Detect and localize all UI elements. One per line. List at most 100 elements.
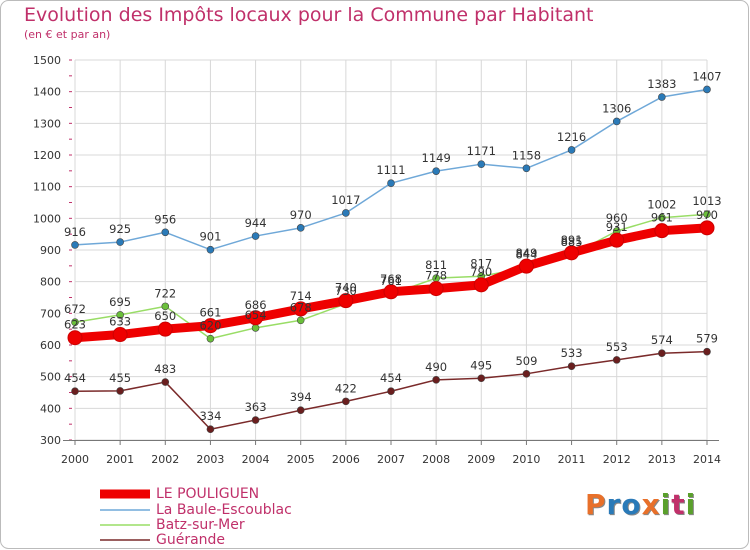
data-label-la-baule-escoublac: 1149 <box>422 151 451 165</box>
data-point-la-baule-escoublac <box>342 209 350 217</box>
data-label-batz-sur-mer: 885 <box>561 235 583 249</box>
data-label-gu-rande: 579 <box>696 332 718 346</box>
data-label-le-pouliguen: 970 <box>696 208 718 222</box>
data-point-gu-rande <box>161 378 170 386</box>
data-point-le-pouliguen <box>654 223 670 239</box>
data-label-batz-sur-mer: 678 <box>290 300 312 314</box>
y-tick-label: 1000 <box>33 212 61 225</box>
data-point-gu-rande <box>71 387 79 396</box>
data-label-gu-rande: 455 <box>109 371 131 385</box>
x-tick-label: 2010 <box>512 453 540 466</box>
data-point-gu-rande <box>522 370 531 378</box>
logo-letter: i <box>685 488 697 521</box>
data-label-batz-sur-mer: 695 <box>109 295 131 309</box>
y-tick-label: 300 <box>40 434 61 447</box>
data-point-le-pouliguen <box>293 301 309 317</box>
data-point-batz-sur-mer <box>71 318 79 327</box>
x-tick-label: 2000 <box>61 453 89 466</box>
data-point-la-baule-escoublac <box>567 146 576 154</box>
data-point-le-pouliguen <box>248 310 264 326</box>
data-point-la-baule-escoublac <box>477 160 486 168</box>
data-point-la-baule-escoublac <box>658 93 666 101</box>
data-label-le-pouliguen: 849 <box>515 246 537 260</box>
grid-lines <box>74 59 708 441</box>
y-tick-label: 1100 <box>33 181 61 194</box>
y-tick-label: 1300 <box>33 117 61 130</box>
data-label-batz-sur-mer: 654 <box>245 308 267 322</box>
x-tick-label: 2004 <box>242 453 270 466</box>
data-label-le-pouliguen: 633 <box>109 315 131 329</box>
data-label-gu-rande: 490 <box>425 360 447 374</box>
data-label-batz-sur-mer: 761 <box>380 274 402 288</box>
legend-swatch-guerande <box>100 539 150 541</box>
legend-label-le-pouliguen: LE POULIGUEN <box>156 486 260 502</box>
data-label-gu-rande: 574 <box>651 333 673 347</box>
data-label-batz-sur-mer: 672 <box>64 302 86 316</box>
data-point-gu-rande <box>703 347 711 356</box>
data-label-le-pouliguen: 650 <box>154 309 176 323</box>
data-point-le-pouliguen <box>428 281 444 297</box>
x-tick-label: 2006 <box>332 453 360 466</box>
data-point-la-baule-escoublac <box>116 238 124 246</box>
data-label-batz-sur-mer: 620 <box>199 319 221 333</box>
data-label-le-pouliguen: 790 <box>470 265 492 279</box>
legend-item-le-pouliguen: LE POULIGUEN <box>100 486 259 502</box>
logo-letter: t <box>671 488 686 521</box>
data-point-batz-sur-mer <box>116 311 124 319</box>
data-label-la-baule-escoublac: 1171 <box>467 144 496 158</box>
legend-label-batz-sur-mer: Batz-sur-Mer <box>156 517 245 533</box>
data-label-la-baule-escoublac: 925 <box>109 222 131 236</box>
data-label-gu-rande: 454 <box>380 371 402 385</box>
data-point-le-pouliguen <box>338 293 354 309</box>
data-label-le-pouliguen: 686 <box>245 298 267 312</box>
y-tick-label: 400 <box>40 402 61 415</box>
y-tick-label: 700 <box>40 307 61 320</box>
data-label-batz-sur-mer: 844 <box>515 248 537 262</box>
data-point-le-pouliguen <box>564 245 580 261</box>
data-label-la-baule-escoublac: 1111 <box>376 163 405 177</box>
data-label-gu-rande: 533 <box>561 346 583 360</box>
data-label-la-baule-escoublac: 970 <box>290 208 312 222</box>
x-tick-label: 2014 <box>693 453 721 466</box>
x-tick-label: 2002 <box>151 453 179 466</box>
data-label-gu-rande: 483 <box>154 362 176 376</box>
data-point-gu-rande <box>477 374 486 383</box>
data-label-gu-rande: 334 <box>199 409 221 423</box>
data-point-gu-rande <box>206 425 215 434</box>
data-point-la-baule-escoublac <box>296 224 305 232</box>
data-point-gu-rande <box>567 362 576 371</box>
data-label-batz-sur-mer: 811 <box>425 258 447 272</box>
data-label-gu-rande: 454 <box>64 371 86 385</box>
data-label-la-baule-escoublac: 1158 <box>512 148 541 162</box>
data-label-batz-sur-mer: 960 <box>606 211 628 225</box>
data-point-batz-sur-mer <box>161 302 170 311</box>
data-label-gu-rande: 422 <box>335 381 357 395</box>
data-label-le-pouliguen: 778 <box>425 269 447 283</box>
data-point-la-baule-escoublac <box>71 241 79 249</box>
data-point-gu-rande <box>612 356 621 364</box>
data-point-gu-rande <box>658 349 666 358</box>
logo-letter: i <box>660 488 672 521</box>
data-point-la-baule-escoublac <box>251 232 260 240</box>
legend-item-guerande: Guérande <box>100 532 225 548</box>
data-point-gu-rande <box>251 416 260 424</box>
data-label-gu-rande: 509 <box>515 354 537 368</box>
data-label-le-pouliguen: 768 <box>380 272 402 286</box>
y-tick-label: 1400 <box>33 86 61 99</box>
data-label-le-pouliguen: 740 <box>335 281 357 295</box>
data-label-la-baule-escoublac: 944 <box>245 216 267 230</box>
data-label-batz-sur-mer: 730 <box>335 284 357 298</box>
data-label-gu-rande: 495 <box>470 358 492 372</box>
data-point-la-baule-escoublac <box>432 167 440 175</box>
y-tick-label: 800 <box>40 276 61 289</box>
x-tick-label: 2011 <box>558 453 586 466</box>
data-label-batz-sur-mer: 722 <box>154 286 176 300</box>
data-label-la-baule-escoublac: 901 <box>199 230 221 244</box>
data-label-la-baule-escoublac: 1017 <box>331 193 360 207</box>
data-point-le-pouliguen <box>699 220 715 236</box>
data-point-batz-sur-mer <box>703 210 711 219</box>
